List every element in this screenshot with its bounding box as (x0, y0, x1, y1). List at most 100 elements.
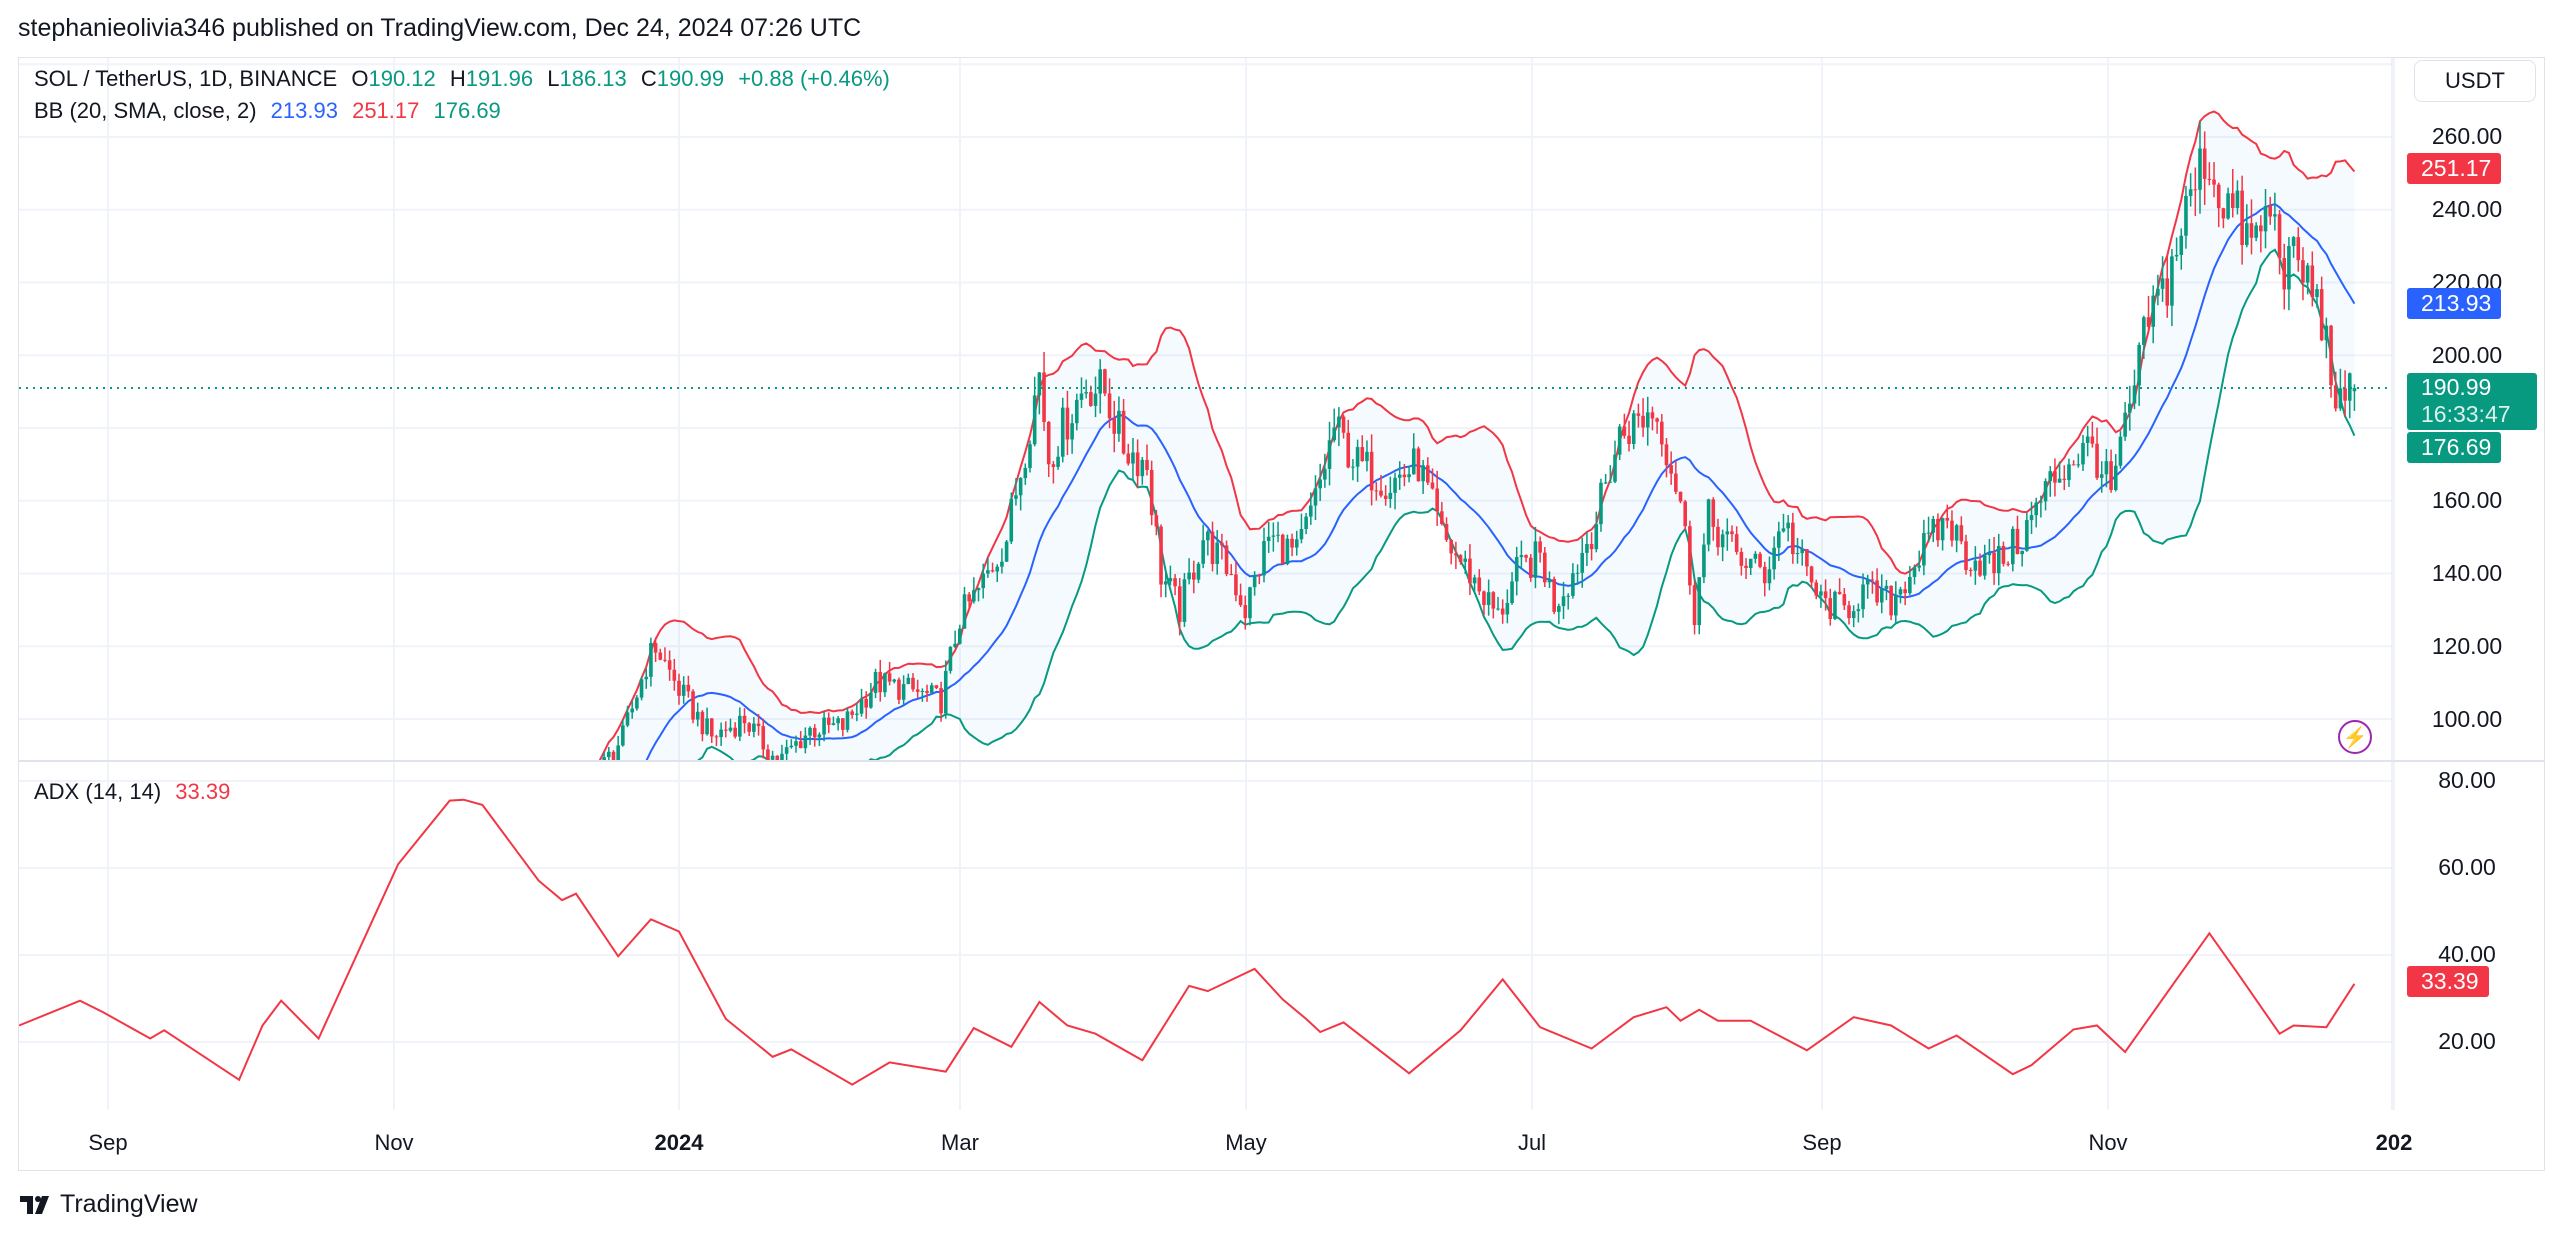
candle-body (2123, 412, 2127, 437)
candle (1374, 482, 1379, 501)
candle-body (939, 688, 943, 714)
candle (892, 678, 897, 684)
candle-body (406, 930, 410, 931)
candle-body (467, 899, 471, 902)
candle-body (1627, 435, 1631, 445)
candle-body (1908, 576, 1912, 594)
symbol-title: SOL / TetherUS, 1D, BINANCE (34, 66, 338, 91)
candle (1182, 572, 1187, 627)
candle-body (2151, 295, 2155, 327)
candle-body (1552, 579, 1556, 612)
candle (714, 734, 719, 747)
candle (429, 915, 433, 923)
time-label: May (1225, 1130, 1267, 1155)
candle-body (1004, 541, 1009, 562)
candle-body (986, 570, 990, 574)
tradingview-logo-icon (20, 1195, 49, 1214)
candle (1973, 546, 1978, 585)
currency-button[interactable]: USDT (2414, 60, 2536, 102)
candle-body (1435, 488, 1439, 512)
candle (1294, 530, 1299, 556)
candle (1477, 569, 1482, 596)
candle (864, 691, 868, 719)
candle-body (1594, 524, 1599, 550)
candle (2240, 175, 2244, 265)
candle (1580, 537, 1585, 588)
candle (1908, 566, 1912, 596)
candle-body (457, 899, 461, 907)
candle-body (1674, 473, 1678, 492)
candle-body (1739, 551, 1744, 566)
candle (1341, 414, 1346, 439)
candle (1163, 570, 1168, 598)
candle (1795, 537, 1800, 564)
candle-body (2240, 190, 2244, 246)
candle-body (1987, 552, 1992, 556)
candle (2156, 274, 2160, 306)
candle-body (850, 711, 854, 715)
candle (1149, 460, 1154, 526)
symbol-legend[interactable]: SOL / TetherUS, 1D, BINANCE O190.12 H191… (34, 66, 898, 92)
candle-body (1346, 432, 1351, 468)
candle (1332, 408, 1336, 443)
candle-body (1926, 532, 1931, 534)
candle-body (798, 741, 803, 749)
bb-legend[interactable]: BB (20, SMA, close, 2) 213.93 251.17 176… (34, 98, 509, 124)
candle-body (1781, 528, 1786, 532)
candle-body (1922, 533, 1926, 566)
candle (401, 931, 405, 936)
candle (1000, 548, 1004, 574)
candle (1177, 577, 1182, 636)
candle (485, 883, 489, 892)
chart-frame (18, 57, 2545, 1171)
tradingview-logo[interactable]: TradingView (20, 1190, 198, 1219)
candle (1968, 567, 1973, 577)
candle-body (1220, 542, 1224, 546)
candle-body (2085, 436, 2090, 443)
published-caption: stephanieolivia346 published on TradingV… (18, 14, 862, 42)
candle (1426, 457, 1430, 486)
candle (1837, 578, 1842, 595)
candle (1926, 516, 1931, 542)
candle-body (1496, 608, 1500, 610)
candle (686, 675, 691, 698)
candle (1346, 419, 1351, 469)
candle (551, 834, 555, 850)
candle (803, 727, 808, 754)
candle-body (598, 771, 602, 787)
candle (1603, 474, 1608, 485)
candle (1945, 504, 1950, 529)
candle-body (537, 857, 541, 867)
candle (1154, 509, 1159, 536)
candle (406, 929, 410, 933)
candle-body (2118, 436, 2123, 466)
candle-body (831, 723, 836, 725)
candle-body (415, 922, 419, 930)
candle (1959, 516, 1964, 545)
candle (780, 744, 784, 760)
candle-body (2039, 501, 2043, 503)
candle-body (784, 747, 789, 754)
candle-body (653, 643, 658, 653)
adx-legend[interactable]: ADX (14, 14) 33.39 (34, 779, 238, 805)
candle-body (2198, 148, 2202, 190)
grid-lines (19, 58, 2395, 1110)
candle-body (2137, 344, 2141, 386)
candle (1964, 534, 1968, 575)
candle (1996, 533, 2001, 586)
candle-body (1931, 518, 1936, 533)
candle (565, 809, 569, 825)
candle (2254, 222, 2258, 242)
candle-body (1968, 570, 1973, 571)
candle-body (1533, 541, 1538, 578)
time-label: Jul (1517, 1130, 1547, 1155)
candle-body (1426, 465, 1430, 483)
lightning-icon[interactable]: ⚡ (2338, 720, 2372, 754)
candle (667, 650, 672, 681)
candle-body (1070, 423, 1074, 440)
price-tick: 100.00 (2431, 706, 2503, 732)
candle-body (2343, 388, 2347, 401)
candle-body (2184, 196, 2188, 236)
candle-body (1688, 526, 1692, 586)
